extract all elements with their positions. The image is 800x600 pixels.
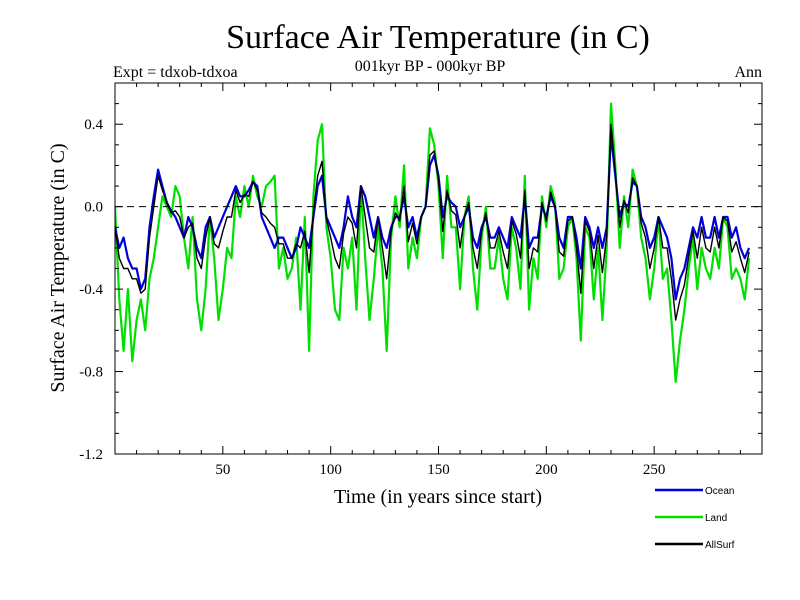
y-tick-label: -1.2 [79,447,103,463]
legend-item-land: Land [655,513,727,524]
x-tick-label: 100 [319,462,342,478]
plot-area: 50 100 150 200 250 -1.2 -0.8 -0.4 0.0 0.4 [79,82,763,478]
series-line-land [115,102,751,383]
y-tick-label: -0.4 [79,282,103,298]
x-tick-label: 200 [535,462,558,478]
series-layer [115,102,751,383]
legend-item-ocean: Ocean [655,486,734,497]
plot-frame [114,82,763,455]
legend-label: Land [705,513,727,524]
experiment-label: Expt = tdxob-tdxoa [113,64,238,81]
x-axis-label: Time (in years since start) [334,486,542,508]
legend-label: Ocean [705,486,734,497]
legend: Ocean Land AllSurf [655,486,735,551]
x-tick-label: 50 [215,462,230,478]
y-tick-label: -0.8 [79,365,103,381]
series-line-ocean [115,133,751,301]
tick-layer: 50 100 150 200 250 -1.2 -0.8 -0.4 0.0 0.4 [79,82,762,478]
chart-subtitle: 001kyr BP - 000kyr BP [355,58,506,75]
legend-label: AllSurf [705,540,735,551]
y-tick-label: 0.4 [84,117,103,133]
chart-title: Surface Air Temperature (in C) [226,19,650,56]
x-tick-label: 150 [427,462,450,478]
x-tick-label: 250 [643,462,666,478]
y-axis-label: Surface Air Temperature (in C) [47,143,69,392]
y-tick-label: 0.0 [84,200,103,216]
legend-item-allsurf: AllSurf [655,540,735,551]
series-line-allsurf [115,123,750,321]
season-label: Ann [734,64,762,81]
